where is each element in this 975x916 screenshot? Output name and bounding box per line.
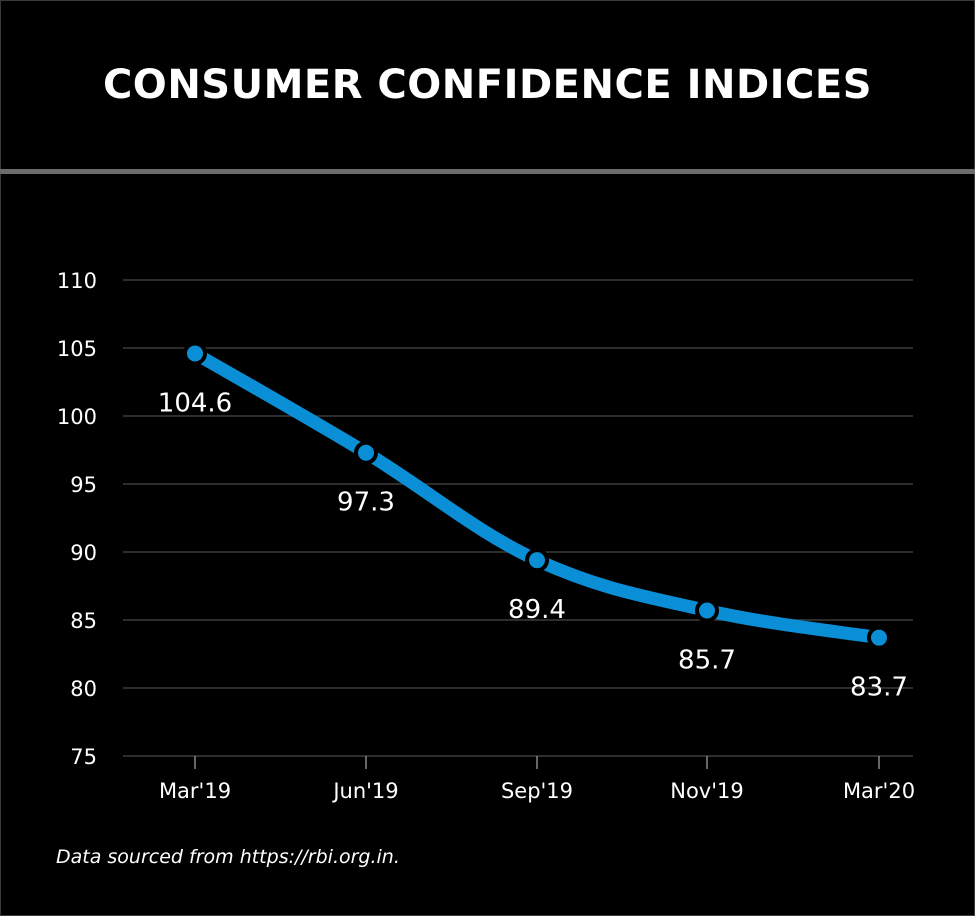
x-tick-label: Mar'20 — [843, 779, 915, 803]
y-tick-label: 110 — [57, 269, 97, 293]
title-divider — [0, 169, 975, 174]
data-point — [354, 440, 378, 465]
source-note: Data sourced from https://rbi.org.in. — [56, 846, 400, 868]
y-tick-label: 80 — [70, 677, 97, 701]
data-point — [867, 625, 891, 650]
y-axis: 75 80 85 90 95 100 105 110 — [57, 269, 97, 769]
y-tick-label: 75 — [70, 745, 97, 769]
y-tick-label: 95 — [70, 473, 97, 497]
x-axis: Mar'19 Jun'19 Sep'19 Nov'19 Mar'20 — [159, 756, 915, 803]
y-tick-label: 100 — [57, 405, 97, 429]
gridlines — [123, 279, 913, 757]
chart-title: CONSUMER CONFIDENCE INDICES — [102, 62, 873, 108]
y-tick-label: 105 — [57, 337, 97, 361]
data-point — [695, 598, 719, 623]
series-line-group — [183, 341, 891, 650]
x-tick-label: Nov'19 — [670, 779, 743, 803]
data-label: 104.6 — [158, 388, 232, 418]
x-tick-label: Mar'19 — [159, 779, 231, 803]
data-labels: 104.6 97.3 89.4 85.7 83.7 — [158, 388, 908, 702]
x-tick-label: Jun'19 — [331, 779, 398, 803]
data-label: 97.3 — [337, 488, 395, 518]
data-label: 85.7 — [678, 645, 736, 675]
data-label: 89.4 — [508, 595, 566, 625]
y-tick-label: 85 — [70, 609, 97, 633]
y-tick-label: 90 — [70, 541, 97, 565]
x-tick-label: Sep'19 — [501, 779, 573, 803]
data-label: 83.7 — [850, 673, 908, 703]
data-point — [183, 341, 207, 366]
data-point — [525, 548, 549, 573]
